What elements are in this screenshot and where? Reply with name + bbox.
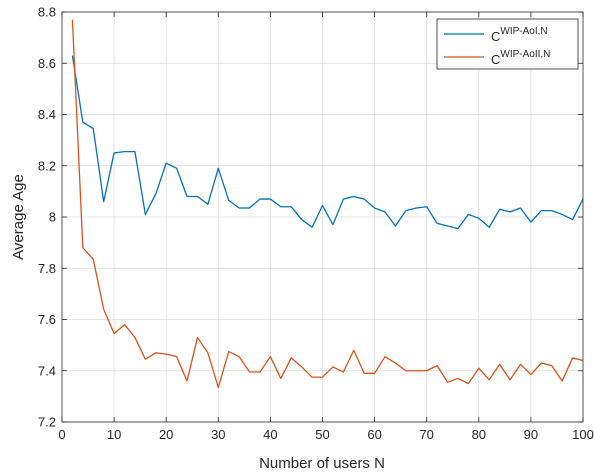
series-line-2 (71, 19, 584, 389)
series-line-1 (71, 55, 584, 230)
legend-label-series-2: CWIP-AoII,N (491, 49, 550, 67)
y-tick-label: 8.6 (38, 56, 56, 71)
legend-box (436, 18, 579, 70)
legend: CWIP-AoI,N CWIP-AoII,N (436, 18, 579, 70)
y-tick-label: 8.4 (38, 107, 56, 122)
y-tick-label: 8.8 (38, 5, 56, 20)
x-tick-label: 60 (367, 427, 381, 442)
y-tick-label: 7.4 (38, 363, 56, 378)
y-tick-label: 8.2 (38, 158, 56, 173)
x-tick-label: 50 (315, 427, 329, 442)
x-tick-label: 10 (107, 427, 121, 442)
x-tick-label: 30 (211, 427, 225, 442)
x-tick-label: 0 (58, 427, 65, 442)
y-tick-label: 8 (49, 210, 56, 225)
y-tick-label: 7.2 (38, 415, 56, 430)
grid-lines (62, 12, 583, 422)
series-layer (71, 19, 584, 389)
legend-label-series-1: CWIP-AoI,N (491, 26, 548, 44)
y-axis-label: Average Age (10, 174, 27, 260)
y-tick-label: 7.6 (38, 312, 56, 327)
x-tick-labels: 0 10 20 30 40 50 60 70 80 90 100 (58, 427, 593, 442)
x-tick-label: 70 (419, 427, 433, 442)
x-tick-label: 100 (572, 427, 594, 442)
y-tick-label: 7.8 (38, 261, 56, 276)
x-tick-label: 40 (263, 427, 277, 442)
axis-ticks (61, 11, 584, 423)
x-axis-label: Number of users N (259, 455, 385, 472)
x-tick-label: 90 (524, 427, 538, 442)
x-tick-label: 20 (159, 427, 173, 442)
y-tick-labels: 7.2 7.4 7.6 7.8 8 8.2 8.4 8.6 8.8 (38, 5, 56, 430)
x-tick-label: 80 (472, 427, 486, 442)
